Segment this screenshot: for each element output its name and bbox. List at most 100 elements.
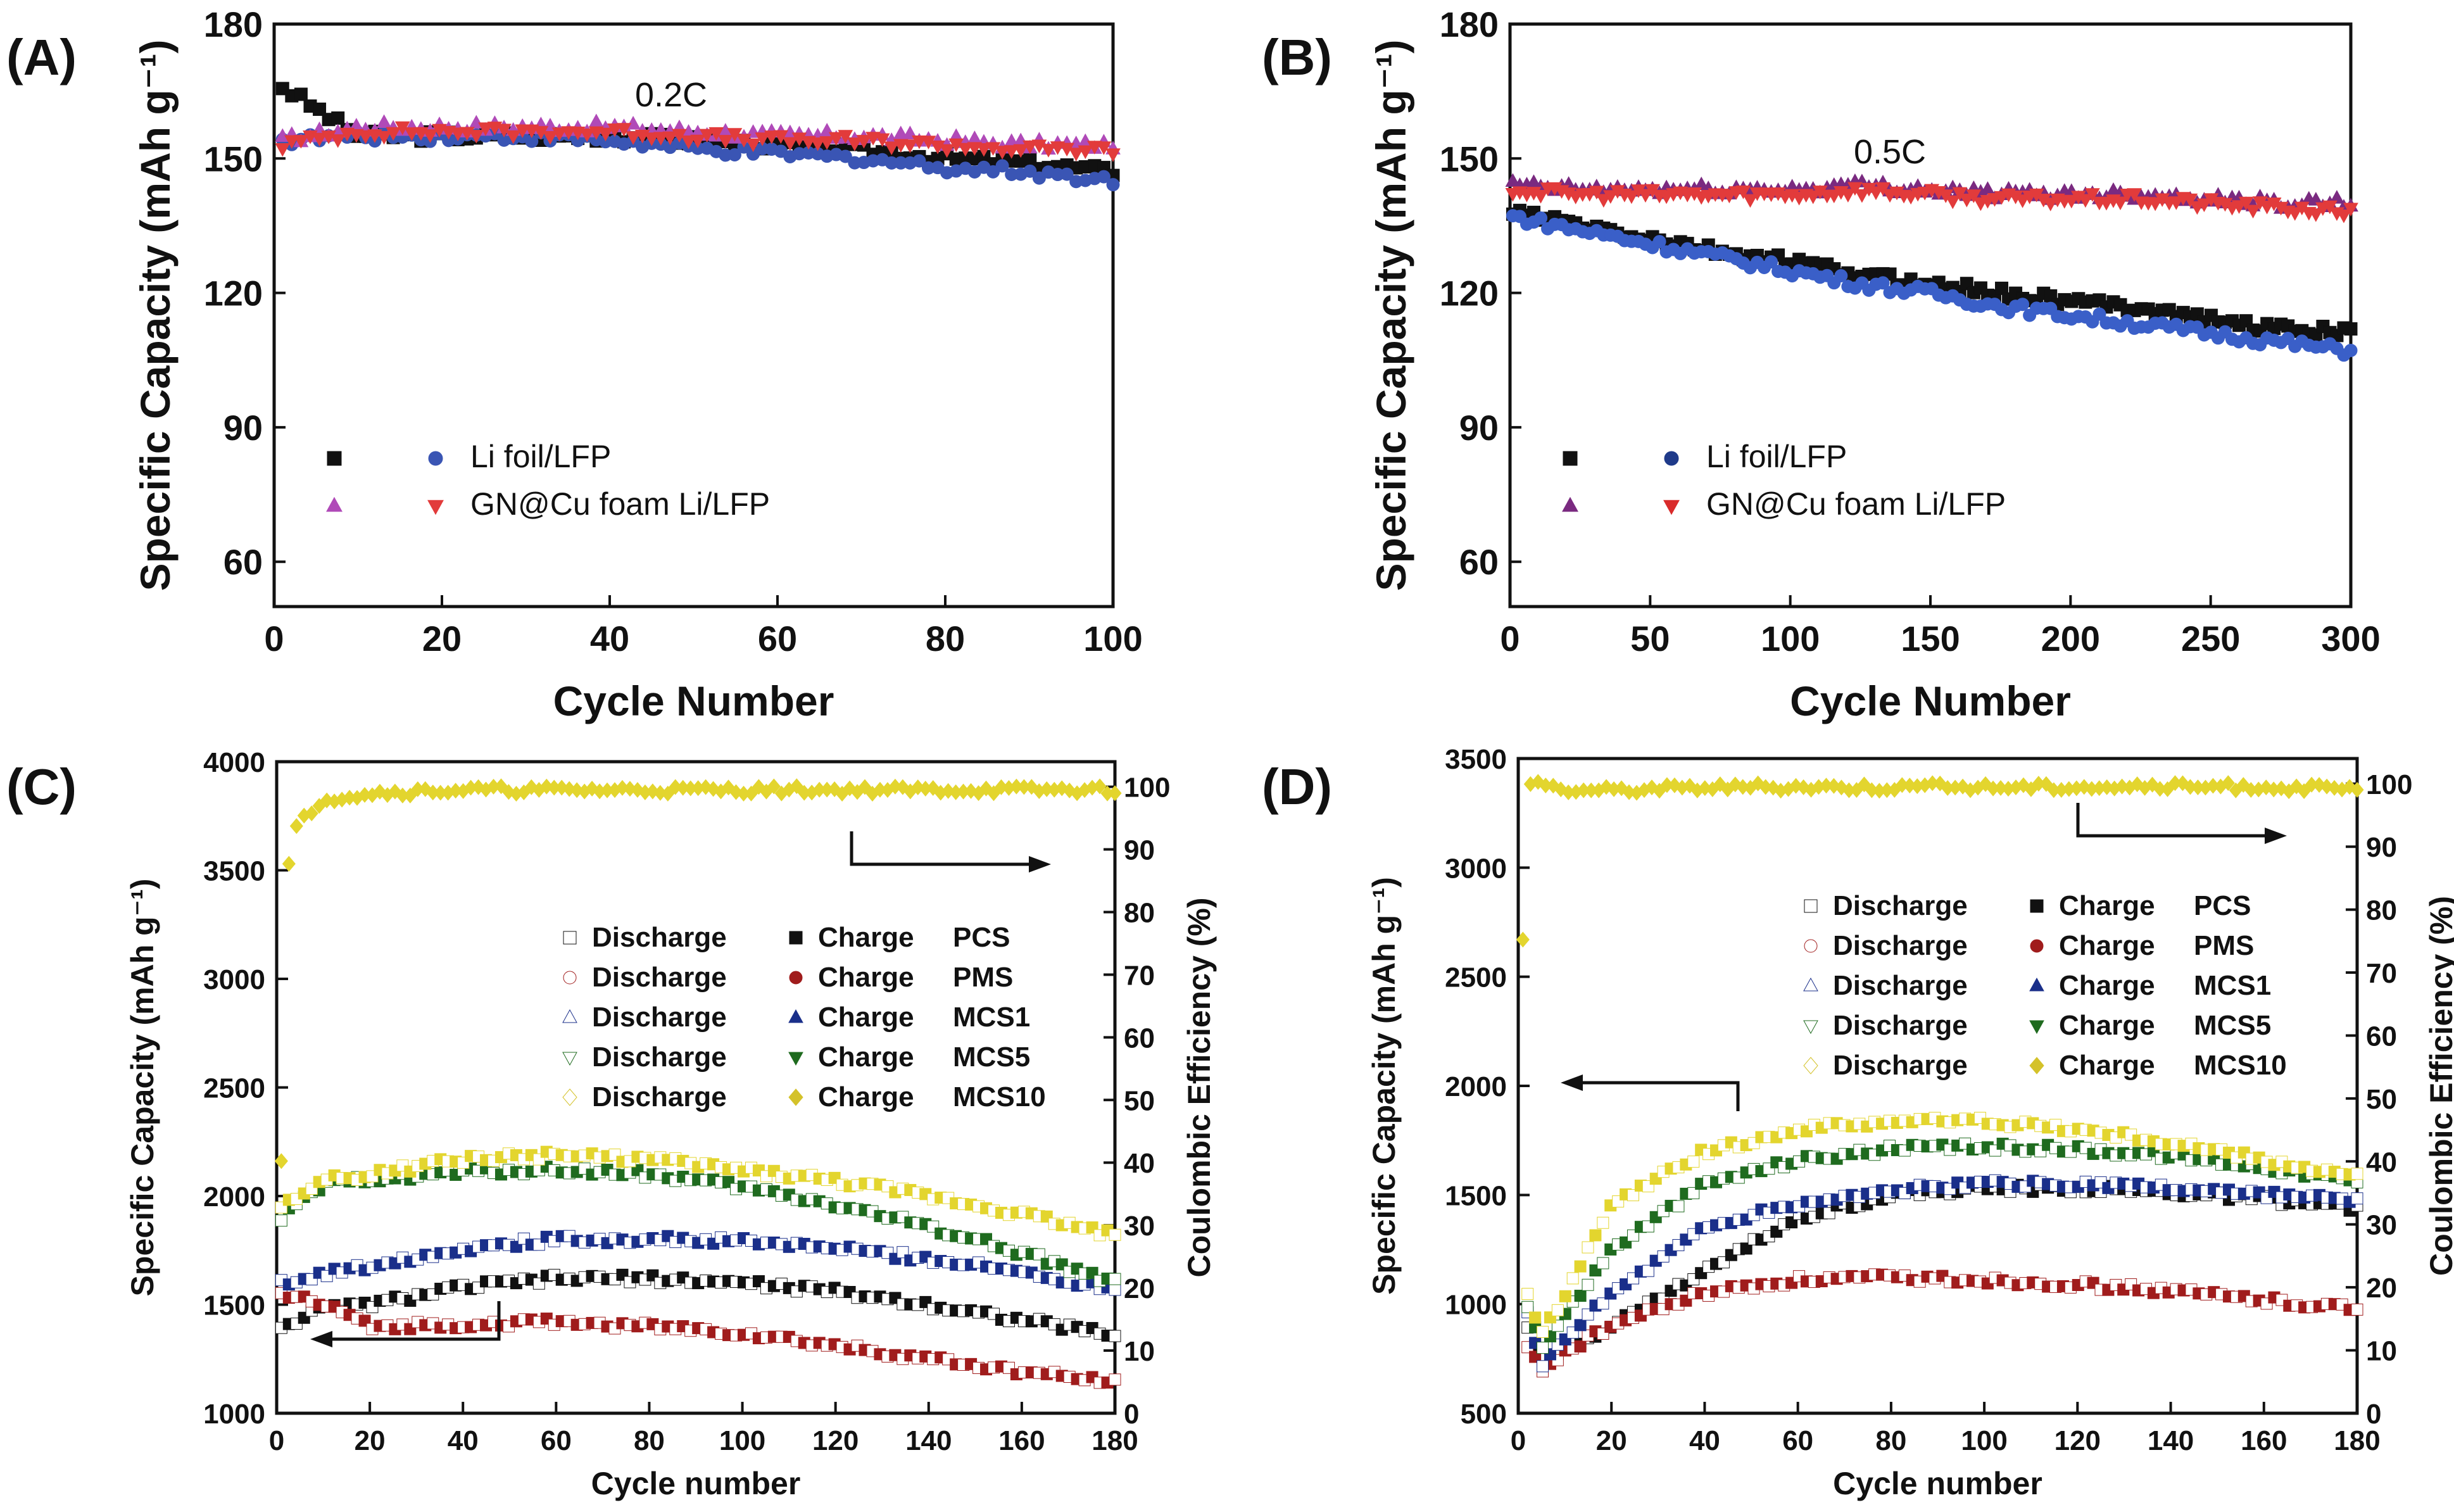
y-tick-label: 2500 — [1445, 962, 1507, 993]
y2-tick-label: 10 — [1124, 1336, 1155, 1367]
legend-charge: Charge — [2059, 1010, 2155, 1041]
data-point — [644, 132, 660, 146]
data-point — [282, 855, 296, 872]
rate-annotation: 0.5C — [1854, 133, 1926, 171]
data-point — [1534, 211, 1548, 225]
legend-label: Li foil/LFP — [470, 439, 611, 474]
data-point — [1945, 195, 1961, 210]
y-tick-label: 90 — [223, 408, 263, 448]
arrow-to-right-axis — [850, 831, 1038, 866]
data-point — [1642, 1264, 1654, 1277]
data-point — [1093, 778, 1107, 795]
data-point — [1840, 189, 1856, 203]
legend-discharge: Discharge — [592, 1081, 727, 1112]
data-point — [838, 149, 852, 163]
y-tick-label: 2000 — [1445, 1071, 1507, 1102]
data-point — [330, 134, 346, 148]
x-tick-label: 140 — [905, 1425, 952, 1456]
x-tick-label: 140 — [2148, 1425, 2194, 1456]
data-point — [1521, 1288, 1534, 1301]
x-tick-label: 80 — [1875, 1425, 1906, 1456]
panel-letter: (B) — [1262, 29, 1332, 85]
data-point — [767, 778, 781, 795]
data-point — [1740, 1242, 1752, 1255]
data-point — [2336, 209, 2351, 224]
legend-charge: Charge — [818, 1081, 914, 1112]
legend-label: MCS5 — [953, 1042, 1030, 1073]
y-tick-label: 1000 — [203, 1399, 265, 1430]
x-tick-label: 20 — [422, 619, 462, 658]
x-tick-label: 120 — [2054, 1425, 2101, 1456]
data-point — [1533, 190, 1549, 204]
y2-tick-label: 60 — [1124, 1023, 1155, 1054]
y-tick-label: 120 — [1440, 274, 1499, 313]
data-point — [1687, 1156, 1700, 1168]
data-point — [690, 134, 705, 149]
y-tick-label: 3000 — [1445, 853, 1507, 884]
data-point — [2350, 781, 2364, 798]
data-point — [1933, 775, 1947, 791]
data-point — [1883, 267, 1897, 281]
data-point — [2221, 775, 2235, 791]
y-tick-label: 1500 — [1445, 1180, 1507, 1211]
x-tick-label: 40 — [590, 619, 629, 658]
y-axis-title: Specific Capacity (mAh g⁻¹) — [132, 40, 179, 591]
data-point — [376, 130, 392, 145]
data-point — [745, 138, 761, 153]
x-tick-label: 50 — [1630, 619, 1670, 658]
data-point — [2148, 197, 2163, 211]
data-point — [722, 779, 736, 796]
data-point — [976, 143, 991, 157]
legend-marker-charge — [2029, 977, 2044, 992]
data-point — [478, 122, 493, 136]
data-point — [2063, 194, 2079, 209]
data-point — [1652, 235, 1666, 249]
data-point — [284, 135, 299, 149]
data-point — [551, 127, 567, 141]
data-point — [2130, 776, 2144, 793]
data-point — [386, 127, 401, 141]
legend-label: GN@Cu foam Li/LFP — [470, 486, 770, 522]
data-point — [2322, 200, 2338, 215]
legend-discharge: Discharge — [592, 962, 727, 993]
y2-tick-label: 70 — [2366, 958, 2397, 989]
legend-marker-charge — [2030, 899, 2044, 913]
data-point — [1735, 186, 1751, 199]
data-point — [1847, 182, 1863, 196]
legend-charge: Charge — [818, 922, 914, 953]
legend-marker-charge — [788, 1088, 803, 1106]
y2-tick-label: 0 — [1124, 1399, 1139, 1430]
data-point — [1627, 1189, 1639, 1202]
x-tick-label: 40 — [448, 1425, 479, 1456]
arrow-to-left-axis — [323, 1301, 501, 1341]
panel-3: (C)0 20 40 60 80 100 120 140 160 1801000150020002… — [6, 747, 1217, 1501]
x-axis-title: Cycle Number — [1790, 677, 2071, 724]
data-point — [1106, 178, 1120, 192]
legend-discharge: Discharge — [1833, 1050, 1968, 1081]
legend-marker-discharge — [563, 971, 577, 985]
data-point — [2344, 343, 2358, 357]
data-point — [1805, 190, 1821, 205]
data-point — [2127, 188, 2142, 202]
data-point — [2016, 298, 2030, 312]
data-point — [1574, 1289, 1587, 1302]
data-point — [1980, 181, 1996, 195]
data-point — [1537, 1360, 1549, 1373]
data-point — [856, 135, 872, 149]
x-tick-label: 100 — [1083, 619, 1142, 658]
y-axis-title: Specific Capacity (mAh g⁻¹) — [1368, 40, 1414, 591]
legend-marker-discharge — [428, 451, 443, 466]
legend-discharge: Discharge — [1833, 930, 1968, 961]
panel-1: (A) 0 20 40 60 80 100 60 90 120 150 180 Cycle Number… — [6, 4, 1143, 724]
legend-discharge: Discharge — [592, 1042, 727, 1073]
data-point — [1574, 1260, 1587, 1273]
panel-4: (D)0 20 40 60 80 100 120 140 160 1805001000150020… — [1262, 744, 2454, 1501]
data-point — [501, 784, 515, 800]
legend-marker-charge — [1563, 451, 1578, 466]
x-tick-label: 0 — [264, 619, 284, 658]
y2-axis-title: Coulombic Efficiency (%) — [1181, 897, 1217, 1277]
data-point — [607, 123, 622, 137]
y2-tick-label: 30 — [2366, 1210, 2397, 1241]
data-point — [469, 130, 484, 144]
